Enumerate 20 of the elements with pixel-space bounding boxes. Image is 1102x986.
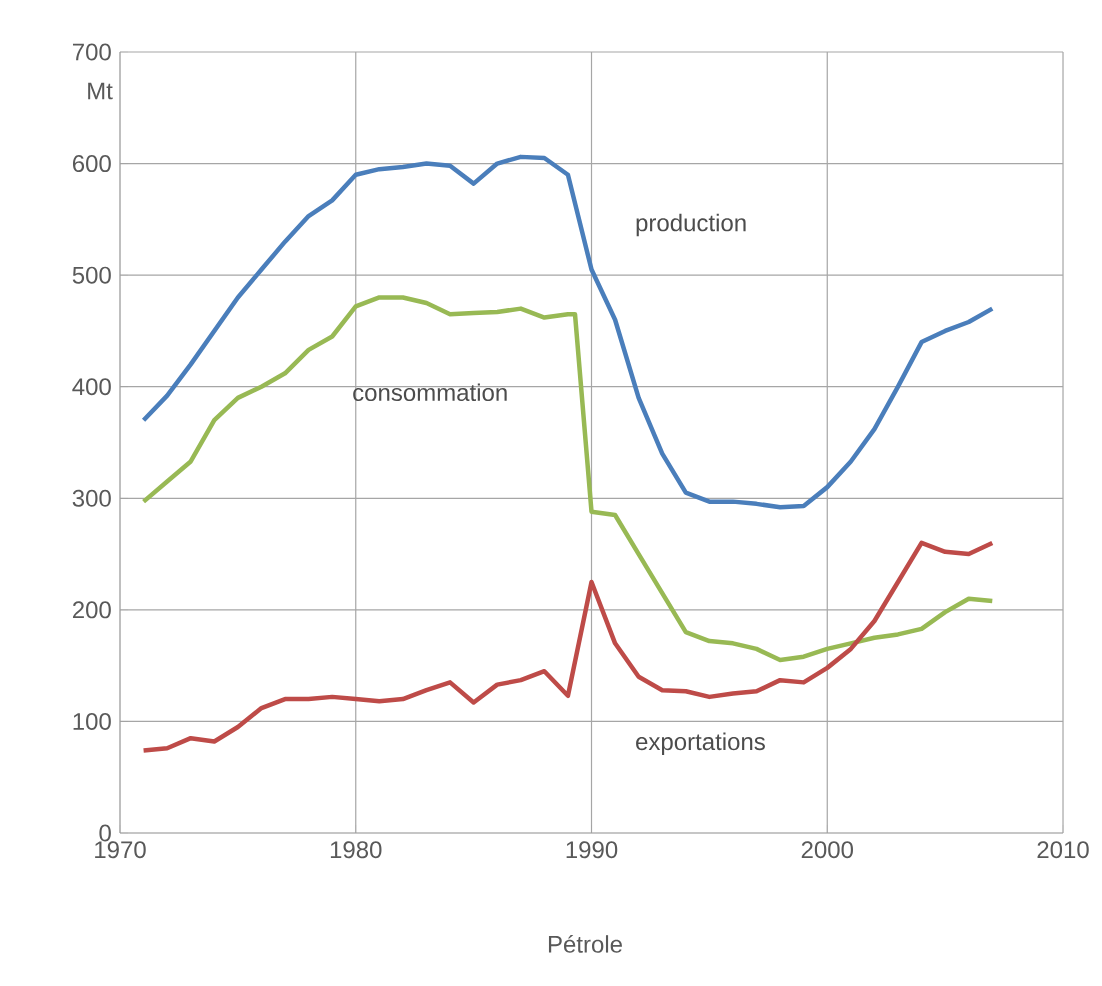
x-tick-label: 1980 bbox=[330, 841, 382, 859]
x-tick-label: 2010 bbox=[1037, 841, 1089, 859]
line-series bbox=[141, 295, 995, 663]
text: production bbox=[636, 213, 746, 237]
series-label: exportations bbox=[636, 732, 765, 755]
x-tick-label: 1970 bbox=[95, 841, 146, 859]
y-tick-label: 700 bbox=[72, 43, 111, 61]
y-tick-label: 100 bbox=[73, 712, 111, 730]
text: consommation bbox=[353, 383, 507, 402]
x-tick-label: 2000 bbox=[801, 841, 853, 859]
x-tick-label: 1990 bbox=[566, 841, 618, 859]
line-series bbox=[141, 540, 995, 753]
y-tick-label: 0 bbox=[99, 824, 111, 842]
y-axis-title: Mt bbox=[88, 82, 113, 100]
x-axis-title: Pétrole bbox=[548, 934, 622, 953]
y-tick-label: 200 bbox=[72, 601, 111, 619]
y-tick-label: 500 bbox=[72, 266, 111, 284]
y-tick-label: 400 bbox=[72, 378, 111, 396]
y-tick-label: 300 bbox=[72, 489, 111, 507]
y-tick-label: 600 bbox=[72, 155, 111, 173]
